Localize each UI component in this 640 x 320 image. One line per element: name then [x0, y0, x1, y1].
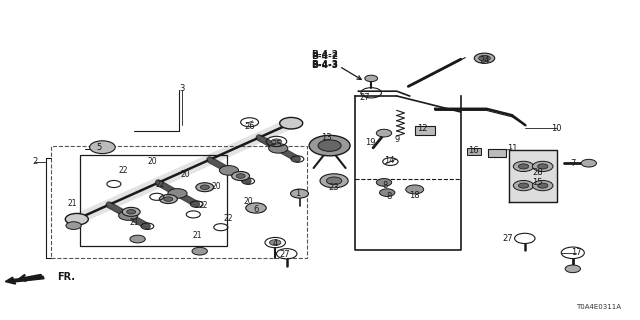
Circle shape: [320, 174, 348, 188]
Text: 20: 20: [147, 157, 157, 166]
Circle shape: [532, 161, 553, 172]
Text: 8: 8: [387, 192, 392, 201]
Text: 22: 22: [119, 166, 128, 175]
Text: 15: 15: [532, 178, 543, 187]
Circle shape: [269, 144, 288, 153]
Circle shape: [130, 235, 145, 243]
Bar: [51, 146, 307, 258]
Circle shape: [326, 177, 342, 185]
Circle shape: [232, 172, 250, 180]
Text: 28: 28: [532, 168, 543, 177]
Text: 20: 20: [211, 182, 221, 191]
Text: 8: 8: [382, 181, 387, 190]
Circle shape: [66, 222, 81, 229]
Text: 3: 3: [180, 84, 185, 92]
Text: FR.: FR.: [58, 272, 76, 283]
Circle shape: [269, 240, 281, 245]
Circle shape: [291, 189, 308, 198]
Text: 12: 12: [417, 124, 428, 132]
Circle shape: [538, 164, 548, 169]
Circle shape: [65, 213, 88, 225]
Text: 22: 22: [199, 201, 208, 210]
Text: 6: 6: [253, 205, 259, 214]
Text: T0A4E0311A: T0A4E0311A: [576, 304, 621, 310]
Circle shape: [474, 53, 495, 63]
Text: 9: 9: [394, 135, 399, 144]
Text: 27: 27: [280, 250, 290, 259]
Text: 11: 11: [507, 144, 517, 153]
Text: 2: 2: [33, 157, 38, 166]
Circle shape: [200, 185, 209, 189]
Circle shape: [309, 135, 350, 156]
Text: 27: 27: [360, 93, 370, 102]
Text: 14: 14: [384, 156, 394, 164]
Text: 21: 21: [193, 231, 202, 240]
Circle shape: [90, 141, 115, 154]
Circle shape: [118, 211, 138, 220]
Bar: [488, 149, 506, 157]
Text: 24: 24: [479, 56, 490, 65]
Circle shape: [538, 183, 548, 188]
Text: B-4-3: B-4-3: [312, 60, 339, 69]
Circle shape: [479, 55, 490, 61]
Text: 7: 7: [570, 159, 575, 168]
Circle shape: [365, 75, 378, 82]
Circle shape: [581, 159, 596, 167]
Circle shape: [271, 139, 282, 144]
Circle shape: [518, 164, 529, 169]
Circle shape: [406, 185, 424, 194]
Text: 17: 17: [571, 248, 581, 257]
Text: 22: 22: [224, 214, 233, 223]
Circle shape: [159, 195, 177, 204]
Text: 16: 16: [468, 146, 479, 155]
Text: 26: 26: [244, 122, 255, 131]
Bar: [467, 148, 481, 155]
Circle shape: [122, 207, 140, 216]
Circle shape: [532, 180, 553, 191]
Circle shape: [220, 166, 239, 175]
Text: B-4-2: B-4-2: [312, 50, 339, 59]
FancyArrow shape: [5, 276, 44, 284]
Bar: [80, 155, 227, 246]
Circle shape: [196, 183, 214, 192]
Text: 13: 13: [321, 133, 332, 142]
Text: 10: 10: [552, 124, 562, 132]
Text: B-4-2: B-4-2: [312, 52, 339, 60]
Text: 5: 5: [97, 143, 102, 152]
Text: 23: 23: [329, 183, 339, 192]
Circle shape: [318, 140, 341, 151]
Circle shape: [513, 161, 534, 172]
Text: 21: 21: [130, 218, 139, 227]
Circle shape: [192, 247, 207, 255]
Text: 4: 4: [273, 239, 278, 248]
Text: 25: 25: [271, 140, 282, 149]
Circle shape: [518, 183, 529, 188]
Bar: [415, 126, 435, 135]
Circle shape: [164, 197, 173, 201]
Circle shape: [127, 210, 136, 214]
Text: 22: 22: [156, 180, 164, 189]
Circle shape: [380, 189, 395, 196]
Text: 27: 27: [502, 234, 513, 243]
Text: 1: 1: [295, 189, 300, 198]
Circle shape: [280, 117, 303, 129]
Circle shape: [513, 180, 534, 191]
Text: 19: 19: [365, 138, 375, 147]
Circle shape: [376, 179, 392, 186]
Circle shape: [236, 174, 245, 178]
Text: 21: 21: [68, 199, 77, 208]
Circle shape: [246, 203, 266, 213]
Circle shape: [168, 189, 187, 198]
Circle shape: [565, 265, 580, 273]
Text: 18: 18: [410, 191, 420, 200]
Text: 20: 20: [243, 197, 253, 206]
Text: B-4-3: B-4-3: [312, 61, 339, 70]
Text: 20: 20: [180, 170, 190, 179]
Circle shape: [376, 129, 392, 137]
Polygon shape: [509, 150, 557, 202]
